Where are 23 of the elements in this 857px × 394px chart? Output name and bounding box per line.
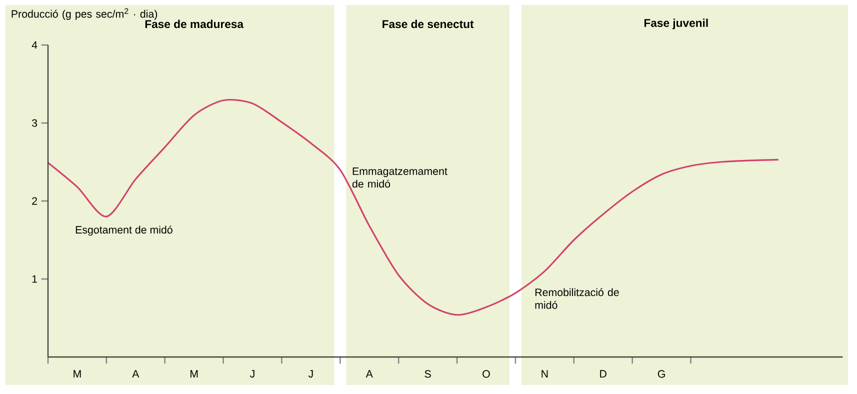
x-tick-label: J	[308, 370, 313, 378]
annotation: Esgotament de midó	[76, 226, 172, 236]
line-series	[47, 99, 780, 316]
text: Fase juvenil	[644, 18, 708, 30]
y-tick-label: 4	[32, 41, 38, 49]
x-tick-label: A	[366, 370, 373, 378]
x-tick-label: N	[542, 370, 548, 378]
x-tick-label: D	[600, 370, 606, 378]
y-axis-title: Producció (g pes sec/m$^{2}$ · dia)	[12, 8, 158, 20]
text: Fase de maduresa	[145, 20, 244, 28]
annotation: Remobilització de midó	[535, 288, 619, 309]
y-tick-label: 3	[32, 119, 38, 127]
x-tick-label: J	[250, 370, 254, 378]
x-tick-label: A	[132, 370, 140, 378]
y-tick-label: 2	[32, 197, 37, 205]
y-tick-label: 1	[32, 275, 37, 283]
x-tick-label: O	[482, 370, 490, 378]
x-tick-label: M	[190, 370, 198, 378]
annotation: Emmagatzemament de midó	[352, 168, 448, 188]
text: Fase de senectut	[382, 20, 474, 28]
x-tick-label: M	[74, 370, 81, 378]
x-tick-label: G	[658, 370, 665, 378]
x-tick-label: S	[424, 370, 431, 378]
